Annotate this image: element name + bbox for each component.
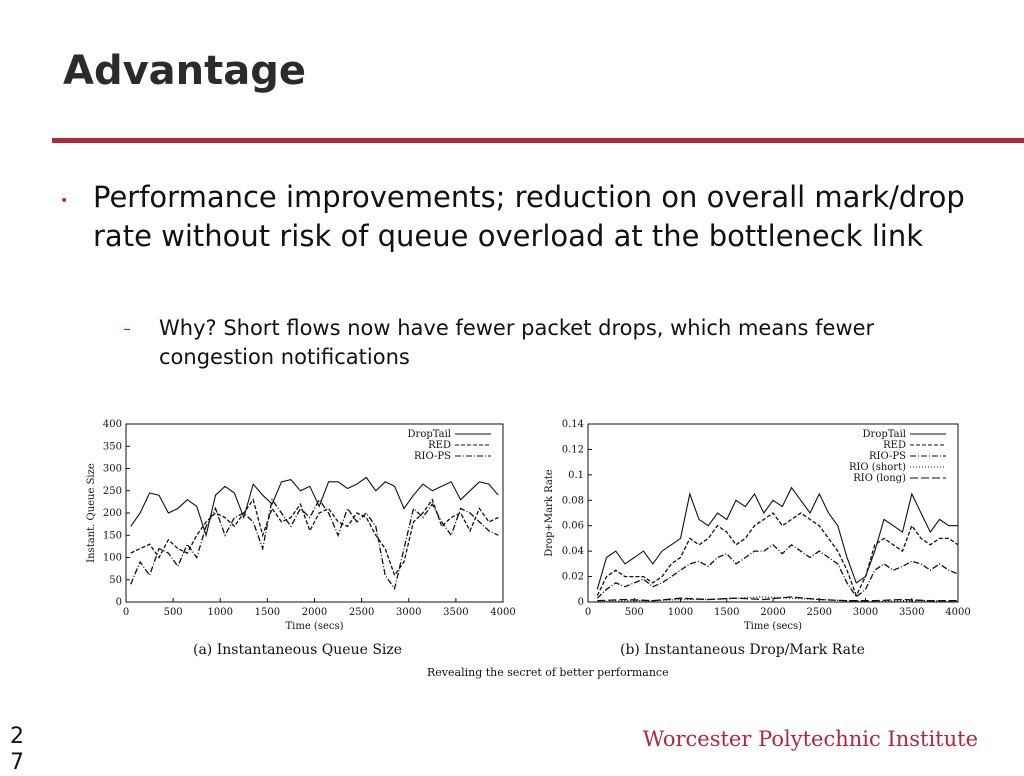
x-axis-label: Time (secs) (744, 621, 802, 632)
y-axis-label: Drop+Mark Rate (544, 469, 555, 557)
series-line-rio-long- (597, 596, 958, 602)
y-tick-label: 0.02 (562, 572, 584, 583)
subcaption-a: (a) Instantaneous Queue Size (193, 642, 403, 658)
y-tick-label: 0.1 (568, 470, 584, 481)
x-axis-label: Time (secs) (285, 621, 343, 632)
series-line-droptail (130, 476, 499, 538)
main-bullet: Performance improvements; reduction on o… (93, 180, 965, 253)
footer-institution: Worcester Polytechnic Institute (642, 727, 978, 751)
y-tick-label: 0.04 (562, 546, 584, 557)
y-tick-label: 150 (103, 530, 122, 541)
y-tick-label: 200 (103, 508, 122, 519)
y-tick-label: 400 (103, 419, 122, 430)
x-tick-label: 2500 (807, 607, 832, 618)
page-number: 27 (10, 724, 24, 775)
y-tick-label: 0.14 (562, 419, 584, 430)
y-tick-label: 0 (116, 597, 122, 608)
x-tick-label: 1500 (714, 607, 739, 618)
figure: 0 500 1000 1500 2000 2500 3000 3500 4000 0 50 100 15… (80, 410, 985, 685)
y-axis-label: Instant. Queue Size (86, 463, 97, 563)
x-tick-label: 0 (123, 607, 129, 618)
x-tick-label: 1000 (208, 607, 233, 618)
legend-label: DropTail (863, 429, 906, 440)
x-tick-label: 3000 (853, 607, 878, 618)
y-tick-label: 300 (103, 464, 122, 475)
title-divider (52, 138, 1024, 143)
series-line-rio-ps (130, 498, 499, 591)
series-line-droptail (596, 486, 958, 590)
x-tick-label: 3500 (443, 607, 468, 618)
legend-label: DropTail (408, 429, 451, 440)
legend-label: RED (883, 440, 906, 451)
y-tick-label: 0.06 (562, 521, 584, 532)
x-tick-label: 500 (625, 607, 644, 618)
subcaption-b: (b) Instantaneous Drop/Mark Rate (620, 642, 865, 658)
x-tick-label: 0 (585, 607, 591, 618)
x-tick-label: 3000 (396, 607, 421, 618)
x-tick-label: 4000 (490, 607, 515, 618)
sub-bullet: Why? Short flows now have fewer packet d… (159, 316, 875, 369)
figure-caption: Revealing the secret of better performan… (427, 666, 669, 679)
y-tick-label: 0 (578, 597, 584, 608)
y-tick-label: 350 (103, 441, 122, 452)
legend-label: RIO (short) (849, 462, 906, 473)
legend-label: RIO-PS (414, 451, 451, 462)
series-line-red (130, 498, 499, 577)
sub-bullet-marker: – (123, 319, 131, 338)
series-line-rio-ps (596, 543, 959, 599)
legend-label: RED (428, 440, 451, 451)
figure-charts: 0 500 1000 1500 2000 2500 3000 3500 400005010015… (86, 419, 971, 632)
x-tick-label: 1000 (668, 607, 693, 618)
slide-title: Advantage (63, 48, 307, 94)
y-tick-label: 250 (103, 486, 122, 497)
x-tick-label: 2000 (760, 607, 785, 618)
legend-label: RIO (long) (853, 473, 906, 484)
x-tick-label: 2000 (302, 607, 327, 618)
x-tick-label: 500 (164, 607, 183, 618)
x-tick-label: 4000 (945, 607, 970, 618)
y-tick-label: 50 (109, 575, 122, 586)
x-tick-label: 3500 (899, 607, 924, 618)
series-line-red (596, 512, 959, 598)
x-tick-label: 1500 (255, 607, 280, 618)
x-tick-label: 2500 (349, 607, 374, 618)
y-tick-label: 0.12 (562, 444, 584, 455)
y-tick-label: 100 (103, 553, 122, 564)
legend-label: RIO-PS (869, 451, 906, 462)
y-tick-label: 0.08 (562, 495, 584, 506)
bullet-marker: • (60, 193, 69, 209)
